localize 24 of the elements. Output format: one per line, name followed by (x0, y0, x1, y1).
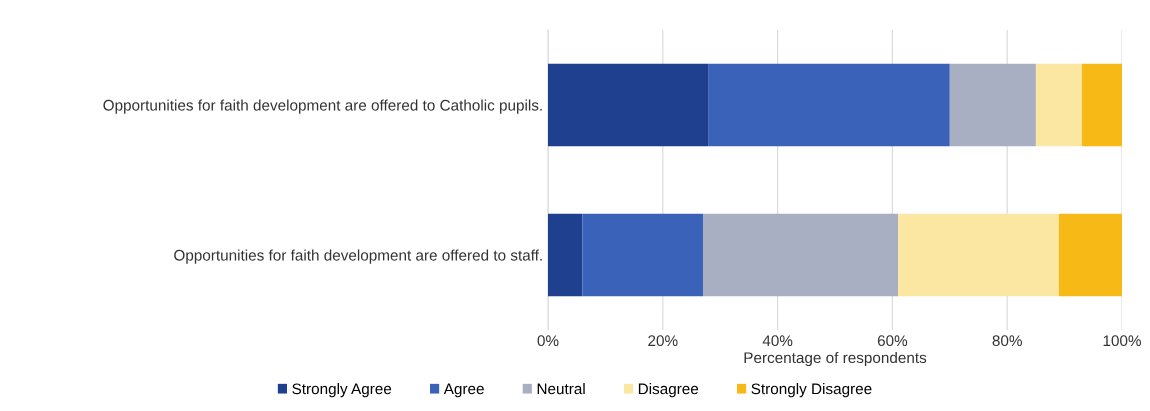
bar (1058, 213, 1122, 297)
bar (949, 63, 1036, 147)
bar (898, 213, 1059, 297)
x-tick-label: 60% (877, 335, 908, 347)
x-tick-label: 20% (648, 335, 678, 347)
bar (708, 63, 950, 147)
bar (548, 63, 709, 147)
bar (548, 213, 583, 297)
x-tick-label: 40% (762, 335, 793, 347)
legend-label: Strongly Disagree (751, 383, 872, 398)
x-tick-label: 80% (992, 335, 1022, 347)
legend-label: Disagree (638, 383, 699, 398)
bar (1081, 63, 1122, 147)
x-tick-label: 0% (537, 335, 559, 347)
y-tick-label: Opportunities for faith development are offered to Catholic pupils. (103, 99, 542, 114)
y-tick-label: Opportunities for faith development are offered to staff. (174, 249, 542, 264)
legend-label: Strongly Agree (292, 383, 392, 398)
x-axis-title: Percentage of respondents (744, 351, 927, 367)
bar (582, 213, 703, 297)
legend-label: Agree (443, 383, 484, 398)
bar (1035, 63, 1082, 147)
x-tick-label: 100% (1103, 335, 1141, 347)
legend-label: Neutral (537, 383, 585, 395)
bar (702, 213, 899, 297)
